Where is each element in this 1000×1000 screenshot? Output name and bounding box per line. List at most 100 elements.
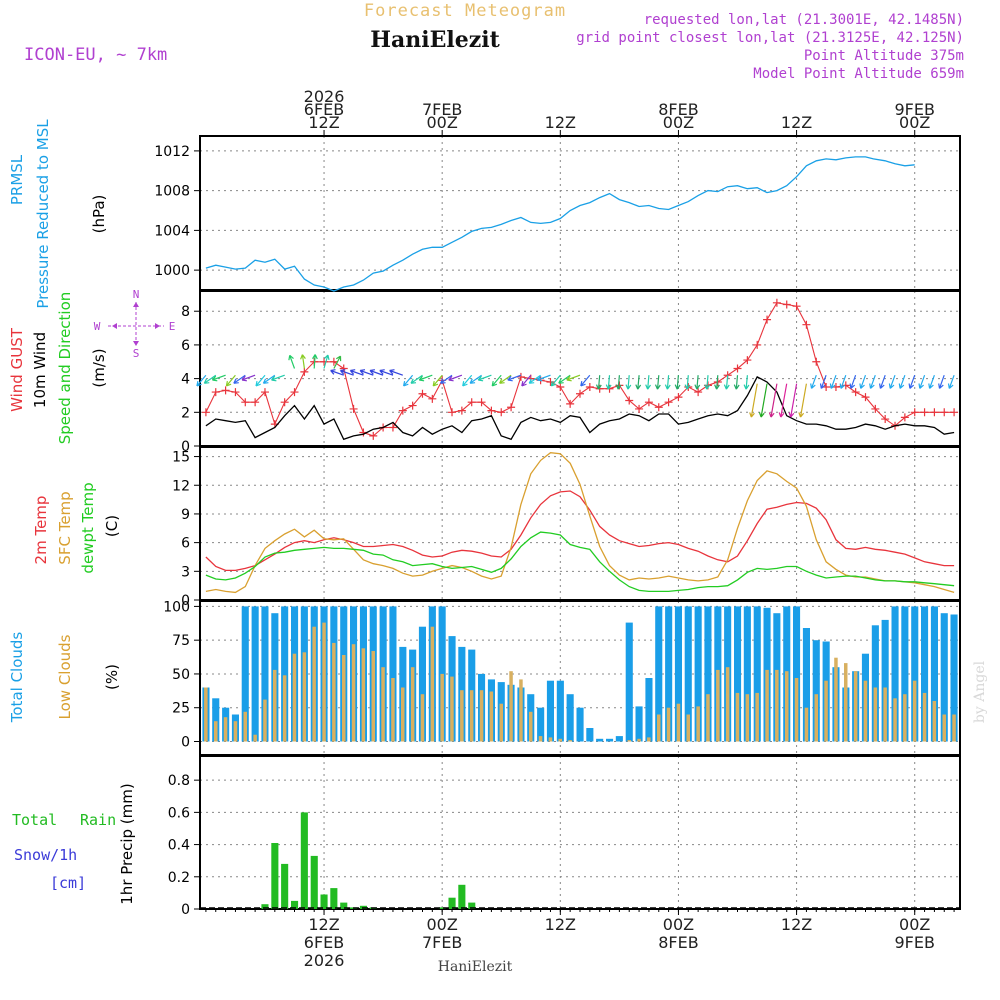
wind-direction-arrow bbox=[499, 374, 512, 384]
bottom-time-label: 2026 bbox=[304, 951, 345, 970]
low-clouds-bar bbox=[814, 694, 818, 742]
wind-direction-arrow bbox=[410, 374, 423, 384]
wind-direction-arrow bbox=[859, 374, 867, 389]
wind-direction-arrow bbox=[918, 374, 926, 389]
wind-direction-arrow bbox=[330, 369, 344, 376]
bottom-time-label: 12Z bbox=[545, 915, 576, 934]
temp-dewpt-line bbox=[205, 531, 955, 593]
low-clouds-bar bbox=[775, 669, 779, 742]
wind-direction-arrow bbox=[605, 375, 612, 390]
low-clouds-bar bbox=[440, 673, 444, 742]
total-clouds-bar bbox=[537, 707, 545, 742]
total-clouds-bar bbox=[586, 728, 594, 742]
gust-marker bbox=[940, 408, 949, 417]
chart-title: Forecast Meteogram bbox=[364, 1, 566, 21]
precip-bar bbox=[468, 902, 476, 909]
wind-direction-arrow bbox=[369, 369, 384, 376]
total-clouds-bar bbox=[566, 694, 574, 742]
precip-panel: Total Rain Snow/1h [cm] 1hr Precip (mm) bbox=[12, 783, 136, 904]
precip-label-snow: Snow/1h bbox=[14, 846, 77, 864]
temp-ytick-label: 0 bbox=[181, 593, 190, 609]
gust-marker bbox=[497, 408, 506, 417]
wind-direction-arrow bbox=[938, 374, 945, 389]
total-clouds-bar bbox=[734, 606, 742, 742]
wind-ytick-label: 8 bbox=[181, 304, 190, 320]
gust-marker bbox=[251, 398, 260, 407]
top-time-label: 6FEB bbox=[304, 100, 344, 119]
chart-marks: 1000100410081012024680369121502550751000… bbox=[154, 135, 961, 918]
wind-direction-arrow bbox=[448, 374, 463, 382]
precip-ytick-label: 0.6 bbox=[168, 805, 190, 821]
low-clouds-bar bbox=[696, 706, 700, 742]
wind-direction-arrow bbox=[440, 374, 453, 384]
precip-bar bbox=[448, 897, 456, 909]
wind-direction-arrow bbox=[839, 374, 847, 389]
total-clouds-bar bbox=[743, 606, 751, 742]
low-clouds-bar bbox=[755, 692, 759, 742]
total-clouds-bar bbox=[241, 606, 249, 742]
temp-axes: 0 3 6 9 12 15 bbox=[172, 446, 961, 609]
wind-direction-arrow bbox=[418, 374, 433, 382]
low-clouds-bar bbox=[243, 711, 247, 742]
low-clouds-bar bbox=[893, 698, 897, 742]
low-clouds-bar bbox=[785, 671, 789, 742]
wind-direction-arrow bbox=[928, 374, 935, 389]
low-clouds-bar bbox=[302, 652, 307, 742]
low-clouds-bar bbox=[558, 738, 562, 742]
wind-direction-arrow bbox=[241, 374, 256, 382]
bottom-time-label: 8FEB bbox=[658, 933, 698, 952]
gust-marker bbox=[576, 389, 584, 398]
pressure-ytick-label: 1012 bbox=[154, 144, 190, 160]
precip-bar bbox=[271, 843, 279, 909]
total-clouds-bar bbox=[645, 678, 653, 742]
precip-frame bbox=[199, 755, 961, 910]
wind-direction-arrow bbox=[550, 374, 561, 387]
low-clouds-bar bbox=[735, 692, 740, 742]
wind-ytick-label: 0 bbox=[181, 439, 190, 455]
wind-direction-arrow bbox=[507, 374, 522, 382]
low-clouds-bar bbox=[804, 707, 809, 742]
low-clouds-bar bbox=[401, 687, 405, 742]
low-clouds-bar bbox=[794, 678, 799, 742]
top-time-label: 12Z bbox=[781, 113, 812, 132]
clouds-ytick-label: 75 bbox=[172, 633, 190, 649]
low-clouds-bar bbox=[322, 622, 326, 742]
precip-bar bbox=[291, 900, 299, 909]
requested-coords: requested lon,lat (21.3001E, 42.1485N) bbox=[644, 12, 964, 28]
wind-direction-arrow bbox=[491, 374, 502, 387]
bottom-time-label: 9FEB bbox=[894, 933, 934, 952]
gust-marker bbox=[900, 413, 909, 422]
precip-bar bbox=[438, 907, 446, 909]
wind-direction-arrow bbox=[339, 369, 354, 376]
low-clouds-bar bbox=[479, 690, 484, 742]
footer-station-name: HaniElezit bbox=[438, 959, 513, 975]
wind-direction-arrow bbox=[379, 369, 394, 376]
low-clouds-bar bbox=[233, 721, 238, 742]
compass-s: S bbox=[133, 347, 140, 360]
wind-direction-arrow bbox=[819, 374, 827, 389]
precip-bar bbox=[320, 894, 328, 909]
low-clouds-bar bbox=[922, 692, 927, 742]
pressure-panel: PRMSL Pressure Reduced to MSL (hPa) bbox=[8, 119, 108, 309]
gust-marker bbox=[772, 298, 781, 307]
total-clouds-bar bbox=[625, 622, 633, 742]
wind-direction-arrow bbox=[469, 374, 482, 384]
total-clouds-bar bbox=[418, 626, 426, 742]
top-time-label: 7FEB bbox=[422, 100, 462, 119]
low-clouds-bar bbox=[725, 667, 730, 742]
temp-ytick-label: 9 bbox=[181, 507, 190, 523]
precip-bar bbox=[261, 904, 269, 909]
low-clouds-bar bbox=[568, 740, 572, 742]
total-clouds-bar bbox=[793, 606, 801, 742]
gust-marker bbox=[930, 408, 939, 417]
wind-label-gust: Wind GUST bbox=[8, 327, 26, 412]
gust-marker bbox=[635, 404, 644, 413]
low-clouds-bar bbox=[381, 667, 385, 742]
low-clouds-bar bbox=[430, 626, 435, 742]
wind-direction-arrow bbox=[196, 374, 207, 387]
gust-marker bbox=[448, 408, 457, 417]
low-clouds-bar bbox=[844, 663, 848, 742]
clouds-unit: (%) bbox=[103, 664, 121, 690]
